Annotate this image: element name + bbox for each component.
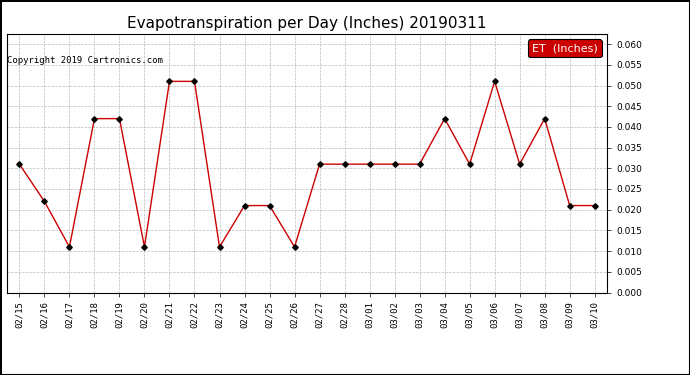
Title: Evapotranspiration per Day (Inches) 20190311: Evapotranspiration per Day (Inches) 2019… — [127, 16, 487, 31]
Text: Copyright 2019 Cartronics.com: Copyright 2019 Cartronics.com — [7, 56, 163, 65]
Legend: ET  (Inches): ET (Inches) — [528, 39, 602, 57]
